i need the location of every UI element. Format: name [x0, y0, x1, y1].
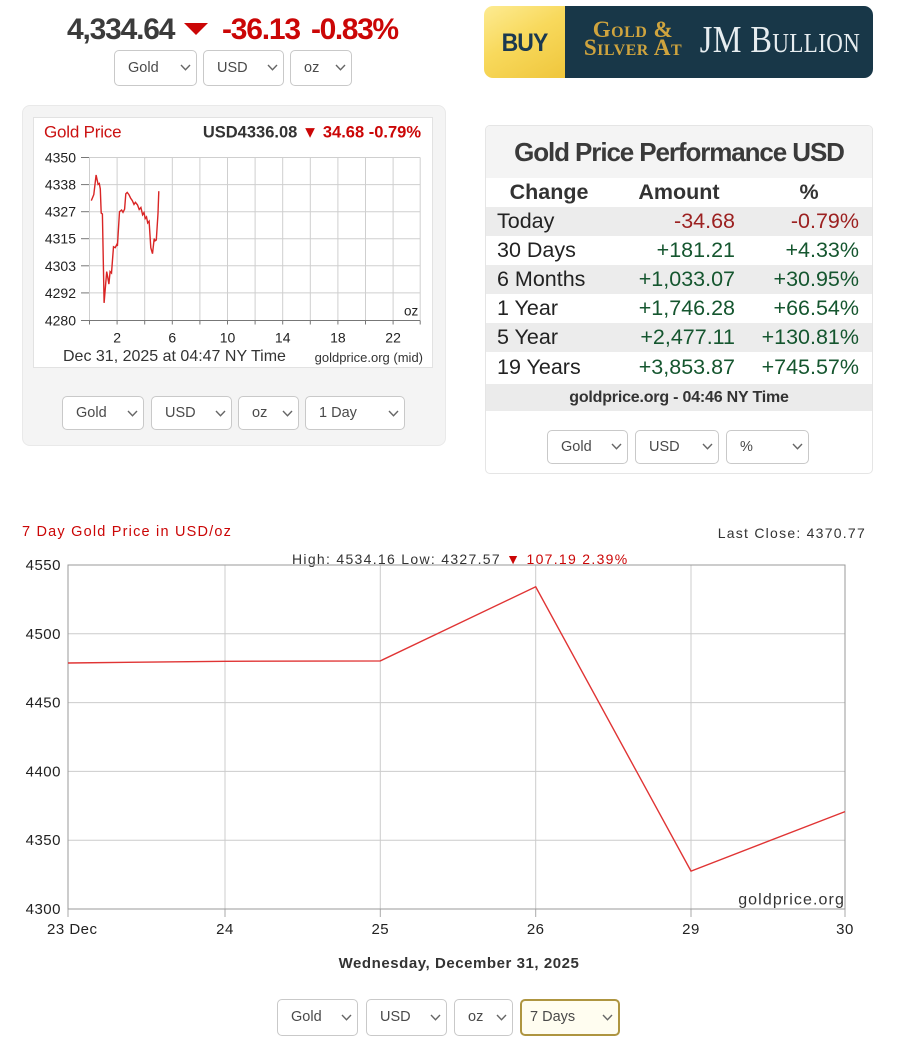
svg-text:USD4336.08 ▼ 34.68 -0.79%: USD4336.08 ▼ 34.68 -0.79% — [203, 124, 421, 142]
svg-text:2: 2 — [113, 330, 121, 346]
svg-text:4327: 4327 — [45, 204, 76, 220]
svg-text:14: 14 — [275, 330, 291, 346]
svg-text:10: 10 — [220, 330, 236, 346]
svg-text:oz: oz — [404, 304, 419, 319]
svg-text:26: 26 — [527, 921, 545, 938]
svg-text:25: 25 — [371, 921, 389, 938]
svg-text:4450: 4450 — [26, 695, 61, 712]
svg-text:4303: 4303 — [45, 258, 76, 274]
svg-text:Gold Price: Gold Price — [44, 123, 121, 142]
svg-text:6: 6 — [168, 330, 176, 346]
svg-text:30: 30 — [836, 921, 854, 938]
svg-text:23 Dec: 23 Dec — [47, 921, 98, 938]
svg-text:4338: 4338 — [45, 177, 76, 193]
svg-text:22: 22 — [385, 330, 401, 346]
svg-text:4500: 4500 — [26, 626, 61, 643]
svg-text:4350: 4350 — [45, 150, 76, 166]
svg-text:24: 24 — [216, 921, 234, 938]
svg-text:29: 29 — [682, 921, 700, 938]
svg-text:4400: 4400 — [26, 763, 61, 780]
svg-text:4315: 4315 — [45, 231, 76, 247]
svg-text:4350: 4350 — [26, 832, 61, 849]
svg-text:18: 18 — [330, 330, 346, 346]
svg-text:goldprice.org: goldprice.org — [738, 892, 845, 909]
svg-text:4550: 4550 — [26, 557, 61, 574]
svg-text:4300: 4300 — [26, 901, 61, 918]
svg-text:4280: 4280 — [45, 313, 76, 329]
svg-text:4292: 4292 — [45, 285, 76, 301]
